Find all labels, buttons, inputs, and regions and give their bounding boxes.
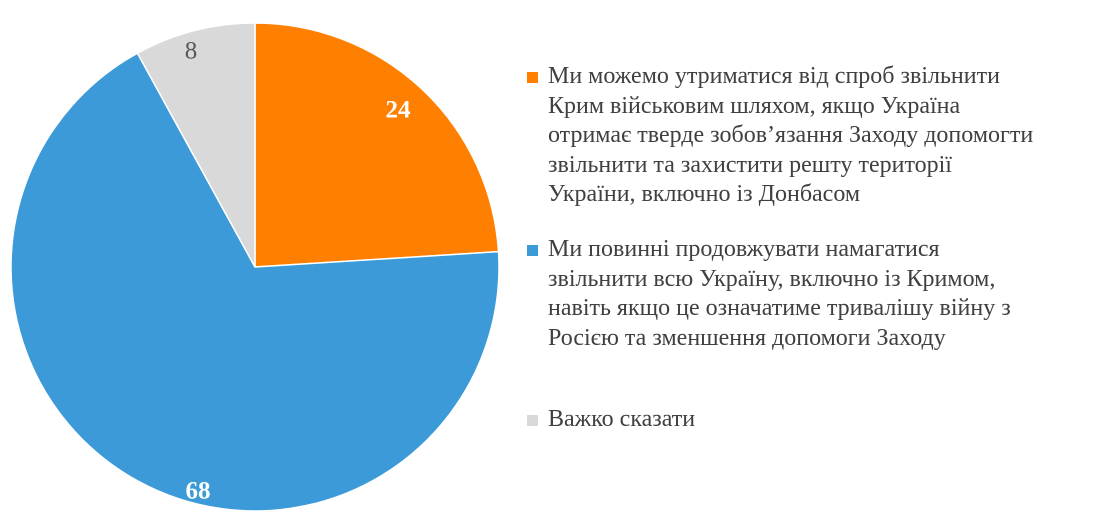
legend-swatch-gray <box>527 415 538 426</box>
pie-slice-liberate-all <box>10 52 500 512</box>
legend-swatch-blue <box>527 245 538 256</box>
data-label-hold-back: 24 <box>386 97 412 124</box>
pie-chart: 24 68 8 <box>10 22 500 512</box>
legend-label-liberate-all: Ми повинні продовжувати намагатися звіль… <box>548 236 1011 351</box>
legend-swatch-orange <box>527 72 538 83</box>
data-label-hard-to-say: 8 <box>185 38 198 65</box>
pie-slice-hold-back <box>254 22 500 268</box>
legend-label-hard-to-say: Важко сказати <box>548 406 696 432</box>
data-label-liberate-all: 68 <box>186 478 211 505</box>
pie-slice-hard-to-say <box>136 22 256 268</box>
legend-label-hold-back: Ми можемо утриматися від спроб звільнити… <box>548 63 1034 207</box>
